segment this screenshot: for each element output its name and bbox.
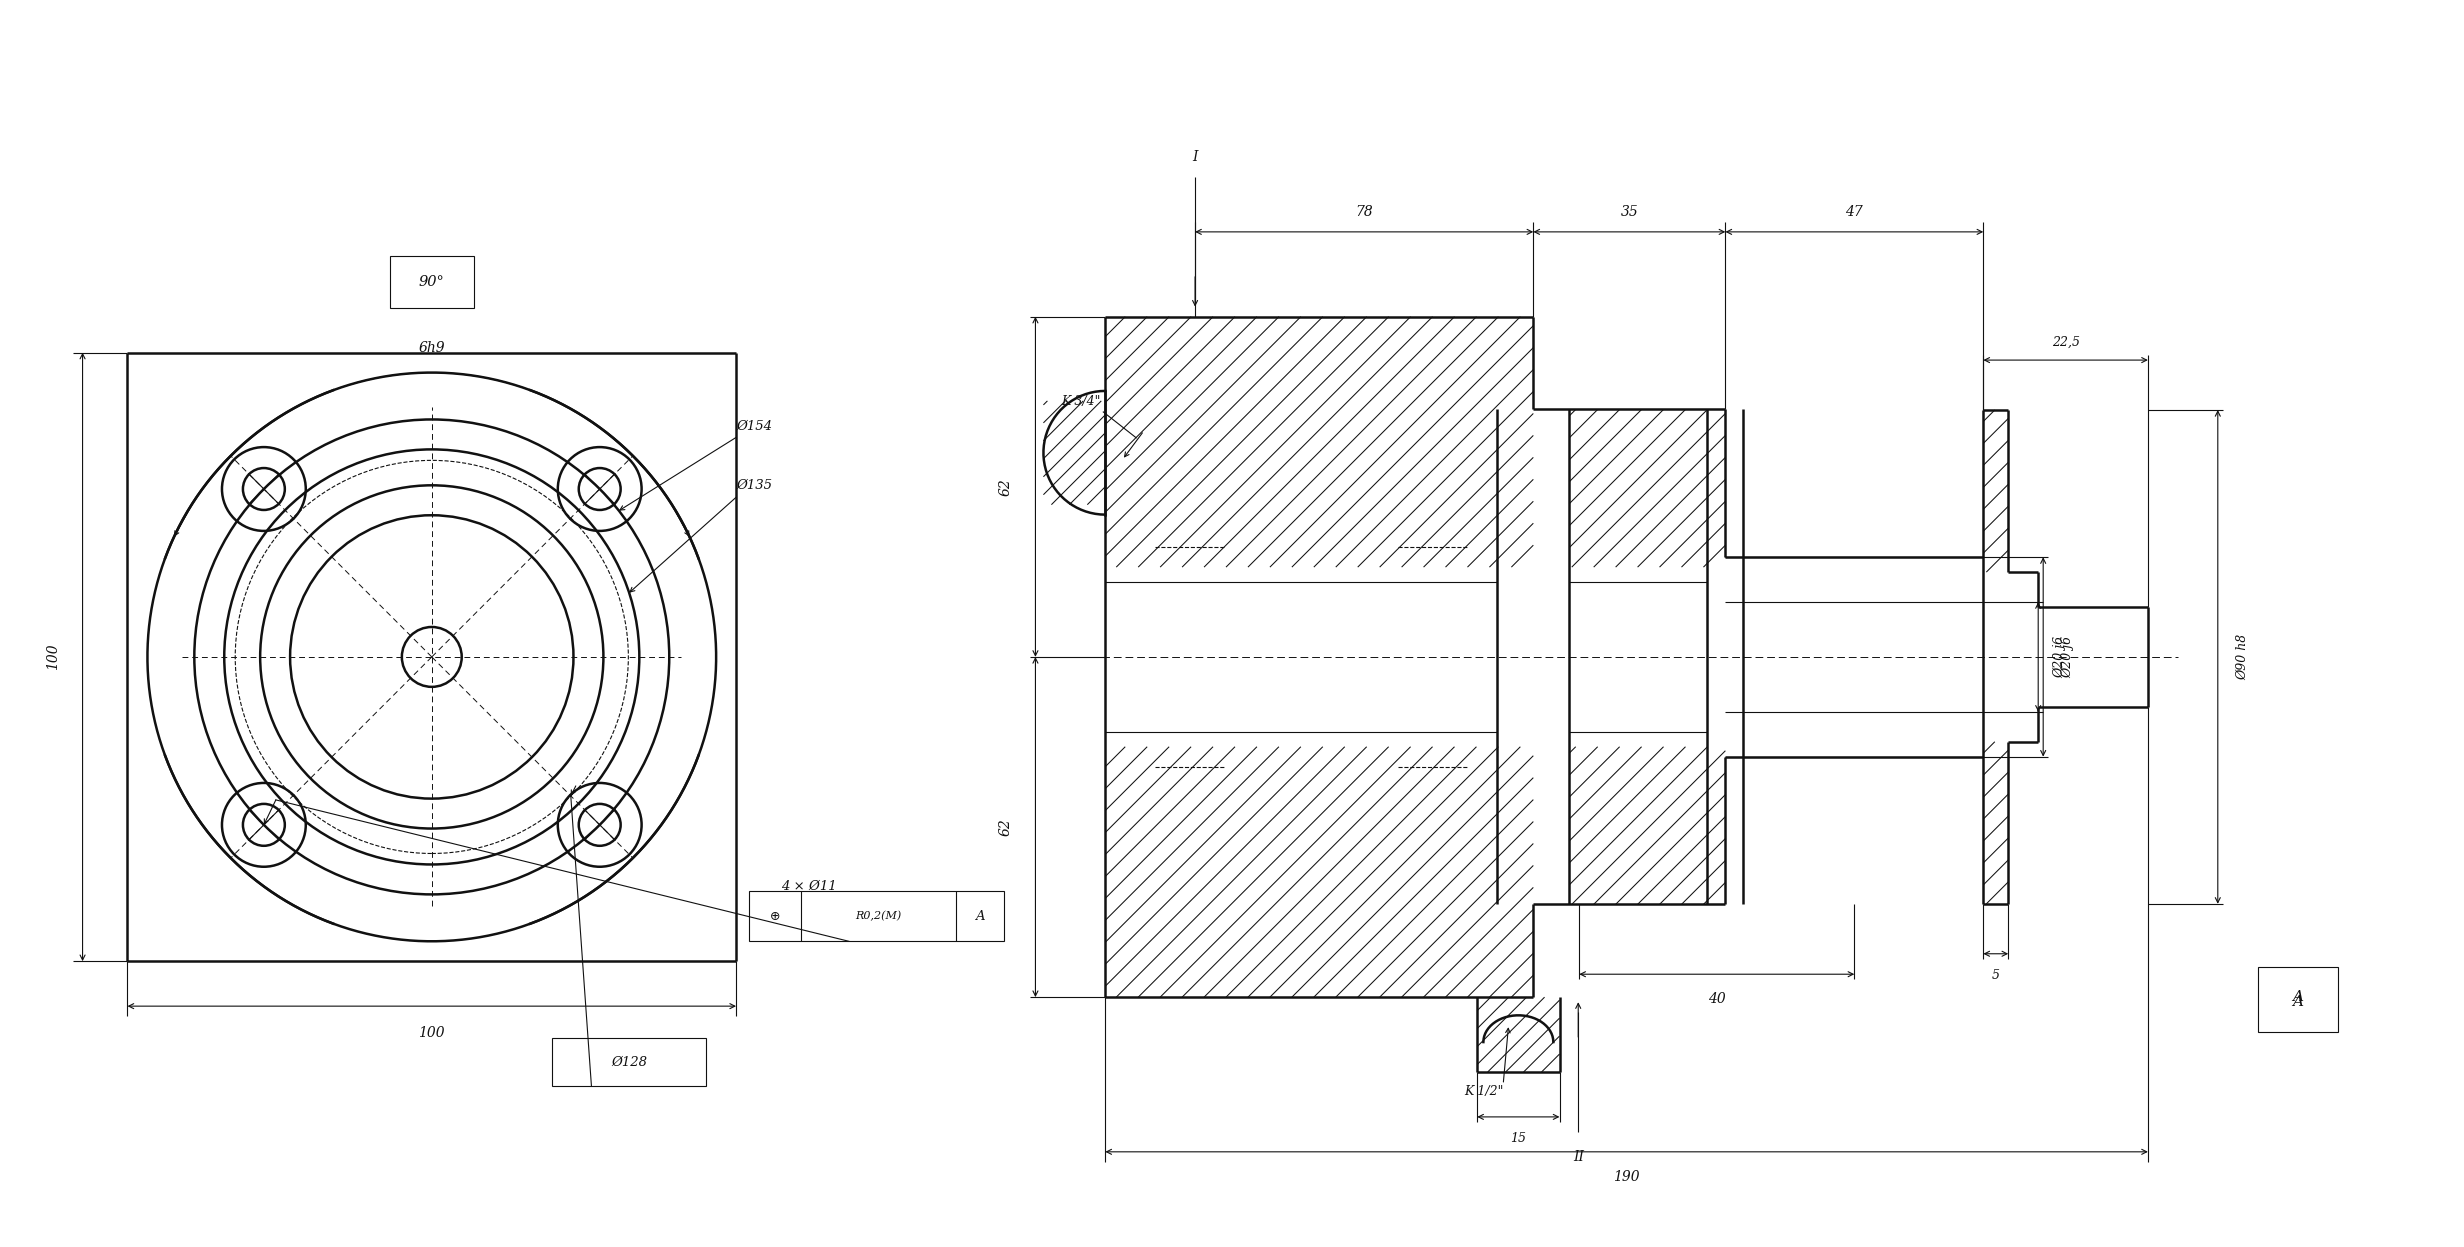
Text: 100: 100 — [47, 643, 59, 670]
Text: 6h9: 6h9 — [419, 340, 446, 354]
Text: Ø128: Ø128 — [611, 1055, 648, 1069]
Text: 35: 35 — [1621, 205, 1639, 219]
Bar — [389, 256, 473, 308]
Text: 62: 62 — [998, 478, 1013, 495]
Text: Ø20 j6: Ø20 j6 — [2053, 636, 2067, 678]
Text: Ø20 j6: Ø20 j6 — [2062, 636, 2075, 678]
Text: 62: 62 — [998, 818, 1013, 835]
Text: 40: 40 — [1708, 993, 1725, 1006]
Bar — [2257, 968, 2338, 1033]
Text: ⊕: ⊕ — [769, 910, 781, 923]
Text: Ø135: Ø135 — [737, 479, 771, 493]
Text: Ø154: Ø154 — [737, 419, 771, 433]
Text: I: I — [1193, 150, 1198, 165]
Text: 47: 47 — [1846, 205, 1863, 219]
Text: 22,5: 22,5 — [2053, 335, 2080, 349]
Text: Ø90 h8: Ø90 h8 — [2237, 633, 2250, 680]
Text: A: A — [2292, 995, 2304, 1009]
Text: K 1/2": K 1/2" — [1464, 1085, 1503, 1099]
Text: R0,2(M): R0,2(M) — [855, 912, 902, 922]
Bar — [749, 892, 1003, 941]
Text: 5: 5 — [1991, 969, 2001, 983]
Text: 15: 15 — [1510, 1132, 1525, 1145]
Text: A: A — [976, 910, 986, 923]
Bar — [552, 1038, 707, 1086]
Text: 100: 100 — [419, 1026, 446, 1040]
Text: 78: 78 — [1355, 205, 1372, 219]
Text: K 3/4": K 3/4" — [1062, 395, 1101, 408]
Text: 90°: 90° — [419, 274, 444, 289]
Text: A: A — [2292, 990, 2304, 1004]
Text: 4 × Ø11: 4 × Ø11 — [781, 880, 838, 893]
Text: 190: 190 — [1614, 1170, 1641, 1183]
Text: II: II — [1572, 1150, 1584, 1163]
